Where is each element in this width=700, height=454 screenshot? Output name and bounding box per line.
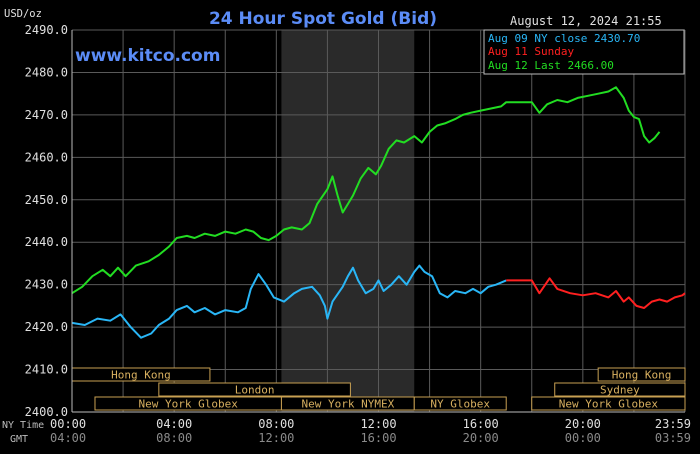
ny-time-row-label: NY Time — [2, 420, 44, 431]
y-tick-label: 2480.0 — [25, 65, 68, 79]
x-tick-label-gmt: 03:59 — [655, 431, 691, 445]
x-tick-label-ny: 16:00 — [463, 417, 499, 431]
x-tick-label-ny: 23:59 — [655, 417, 691, 431]
session-label: Hong Kong — [111, 369, 171, 382]
y-tick-label: 2430.0 — [25, 278, 68, 292]
x-tick-label-gmt: 20:00 — [463, 431, 499, 445]
session-box: Sydney — [555, 383, 685, 397]
session-box: New York Globex — [95, 397, 281, 411]
session-label: Sydney — [600, 384, 640, 397]
x-tick-label-gmt: 00:00 — [565, 431, 601, 445]
timestamp: August 12, 2024 21:55 — [510, 14, 662, 28]
session-box: New York NYMEX — [281, 397, 414, 411]
y-tick-label: 2470.0 — [25, 108, 68, 122]
session-label: London — [235, 384, 275, 397]
session-label: NY Globex — [430, 398, 490, 411]
nymex-highlight-band — [281, 30, 414, 412]
y-tick-label: 2410.0 — [25, 363, 68, 377]
x-tick-label-ny: 04:00 — [156, 417, 192, 431]
session-box: NY Globex — [414, 397, 506, 411]
x-tick-label-gmt: 04:00 — [50, 431, 86, 445]
legend-entry-aug11: Aug 11 Sunday — [488, 45, 574, 58]
x-tick-label-ny: 00:00 — [50, 417, 86, 431]
session-box: Hong Kong — [598, 368, 685, 382]
legend-entry-aug12: Aug 12 Last 2466.00 — [488, 59, 614, 72]
x-tick-label-gmt: 16:00 — [360, 431, 396, 445]
session-label: New York Globex — [139, 398, 239, 411]
y-axis-unit: USD/oz — [4, 8, 42, 20]
y-tick-label: 2420.0 — [25, 320, 68, 334]
session-box: Hong Kong — [72, 368, 210, 382]
y-tick-label: 2440.0 — [25, 235, 68, 249]
legend: Aug 09 NY close 2430.70 Aug 11 Sunday Au… — [484, 30, 684, 74]
x-tick-label-gmt: 08:00 — [156, 431, 192, 445]
brand-watermark: www.kitco.com — [75, 46, 220, 66]
chart-title: 24 Hour Spot Gold (Bid) — [209, 9, 437, 29]
session-box: London — [159, 383, 351, 397]
gmt-row-label: GMT — [10, 434, 28, 445]
y-tick-label: 2450.0 — [25, 193, 68, 207]
session-label: New York Globex — [559, 398, 659, 411]
session-label: Hong Kong — [612, 369, 672, 382]
legend-entry-aug09: Aug 09 NY close 2430.70 — [488, 32, 640, 45]
x-tick-label-ny: 12:00 — [360, 417, 396, 431]
session-label: New York NYMEX — [301, 398, 394, 411]
x-tick-label-ny: 08:00 — [258, 417, 294, 431]
y-tick-label: 2460.0 — [25, 150, 68, 164]
y-tick-label: 2490.0 — [25, 23, 68, 37]
x-tick-label-ny: 20:00 — [565, 417, 601, 431]
session-box: New York Globex — [532, 397, 685, 411]
x-tick-label-gmt: 12:00 — [258, 431, 294, 445]
